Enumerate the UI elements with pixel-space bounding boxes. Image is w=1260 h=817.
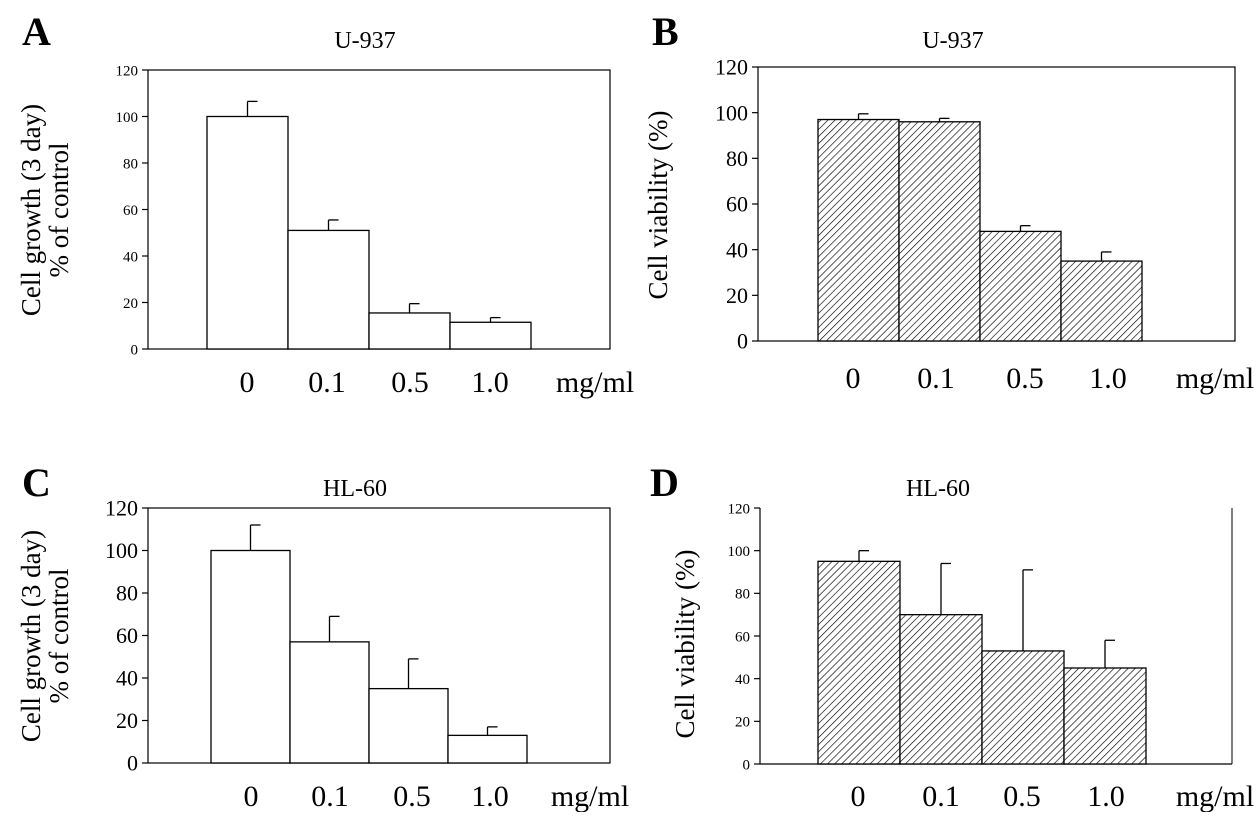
panel-a: A U-937 0 20 40 60 80 100 120 Cell growth (3 day)…	[16, 9, 634, 399]
x-unit-label: mg/ml	[1176, 780, 1254, 812]
bar-0	[206, 115, 289, 350]
bar-0.5	[981, 650, 1065, 765]
y-axis-label: % of control	[44, 143, 74, 278]
bar-0.1	[899, 614, 983, 765]
x-tick-label: 0	[244, 780, 259, 812]
x-tick-label: 0.5	[1006, 362, 1044, 395]
panel-letter: B	[652, 9, 679, 54]
y-tick-label: 60	[116, 623, 138, 648]
chart-title: HL-60	[323, 476, 387, 502]
y-tick-label: 60	[735, 629, 750, 645]
bar-0.1	[287, 229, 370, 350]
y-tick-label: 40	[726, 237, 748, 262]
x-unit-label: mg/ml	[556, 366, 634, 399]
x-tick-label: 0	[851, 780, 866, 812]
x-tick-label: 0.5	[1003, 780, 1041, 812]
y-tick-label: 100	[715, 100, 748, 125]
x-tick-label: 0.1	[917, 362, 955, 395]
y-tick-label: 80	[726, 146, 748, 171]
y-tick-label: 0	[131, 342, 139, 358]
bar-1.0	[447, 734, 528, 764]
x-unit-label: mg/ml	[551, 780, 629, 812]
bar-0	[210, 549, 291, 764]
bar-1.0	[1063, 667, 1147, 765]
panel-letter: D	[650, 460, 679, 505]
bar-0.5	[979, 230, 1062, 342]
x-tick-label: 0.1	[311, 780, 349, 812]
y-tick-label: 20	[123, 296, 138, 312]
y-tick-label: 20	[735, 715, 750, 731]
y-tick-label: 100	[105, 538, 138, 563]
y-axis-label: Cell growth (3 day)	[16, 530, 46, 742]
x-unit-label: mg/ml	[1176, 362, 1254, 395]
y-tick-label: 20	[116, 708, 138, 733]
y-tick-label: 0	[743, 757, 751, 773]
x-tick-label: 1.0	[1089, 362, 1127, 395]
x-tick-label: 0	[846, 362, 861, 395]
bar-0.5	[368, 687, 449, 764]
y-axis-label: % of control	[44, 569, 74, 704]
chart-title: HL-60	[906, 476, 970, 502]
bar-0.5	[368, 312, 451, 350]
y-tick-label: 20	[726, 283, 748, 308]
y-tick-label: 0	[737, 329, 748, 354]
x-tick-label: 1.0	[1087, 780, 1125, 812]
y-tick-label: 120	[116, 63, 139, 79]
y-tick-label: 100	[728, 544, 751, 560]
y-tick-label: 100	[116, 110, 139, 126]
y-tick-label: 80	[123, 156, 138, 172]
x-tick-label: 1.0	[471, 780, 509, 812]
bar-1.0	[449, 321, 532, 350]
y-tick-label: 120	[728, 501, 751, 517]
panel-b: B U-937 0 20 40 60 80 100 120 Cell viability (%) 0…	[643, 9, 1254, 395]
panel-d: D HL-60 0 20 40 60 80 100 120 Cell viability (%) 0…	[650, 460, 1254, 813]
bar-0	[817, 118, 900, 342]
bar-1.0	[1060, 260, 1143, 342]
x-tick-label: 0.1	[308, 366, 346, 399]
y-axis-label: Cell growth (3 day)	[16, 104, 46, 316]
y-tick-label: 40	[116, 666, 138, 691]
y-tick-label: 60	[123, 203, 138, 219]
x-tick-label: 0.1	[922, 780, 960, 812]
x-tick-label: 0.5	[393, 780, 431, 812]
chart-title: U-937	[922, 28, 983, 54]
x-tick-label: 0.5	[391, 366, 429, 399]
y-tick-label: 80	[116, 581, 138, 606]
y-tick-label: 120	[715, 55, 748, 80]
y-tick-label: 60	[726, 192, 748, 217]
x-tick-label: 0	[240, 366, 255, 399]
y-tick-label: 40	[735, 672, 750, 688]
bar-0	[817, 560, 901, 765]
y-tick-label: 120	[105, 496, 138, 521]
bar-0.1	[898, 121, 981, 342]
chart-title: U-937	[334, 28, 395, 54]
y-axis-label: Cell viability (%)	[643, 111, 673, 300]
panel-c: C HL-60 0 20 40 60 80 100 120 Cell growth (3 day)…	[16, 460, 629, 813]
x-tick-label: 1.0	[471, 366, 509, 399]
panel-letter: A	[22, 9, 51, 54]
y-axis-label: Cell viability (%)	[670, 550, 700, 739]
y-tick-label: 0	[127, 751, 138, 776]
bar-0.1	[289, 641, 370, 764]
y-tick-label: 40	[123, 249, 138, 265]
panel-letter: C	[22, 460, 51, 505]
y-tick-label: 80	[735, 587, 750, 603]
